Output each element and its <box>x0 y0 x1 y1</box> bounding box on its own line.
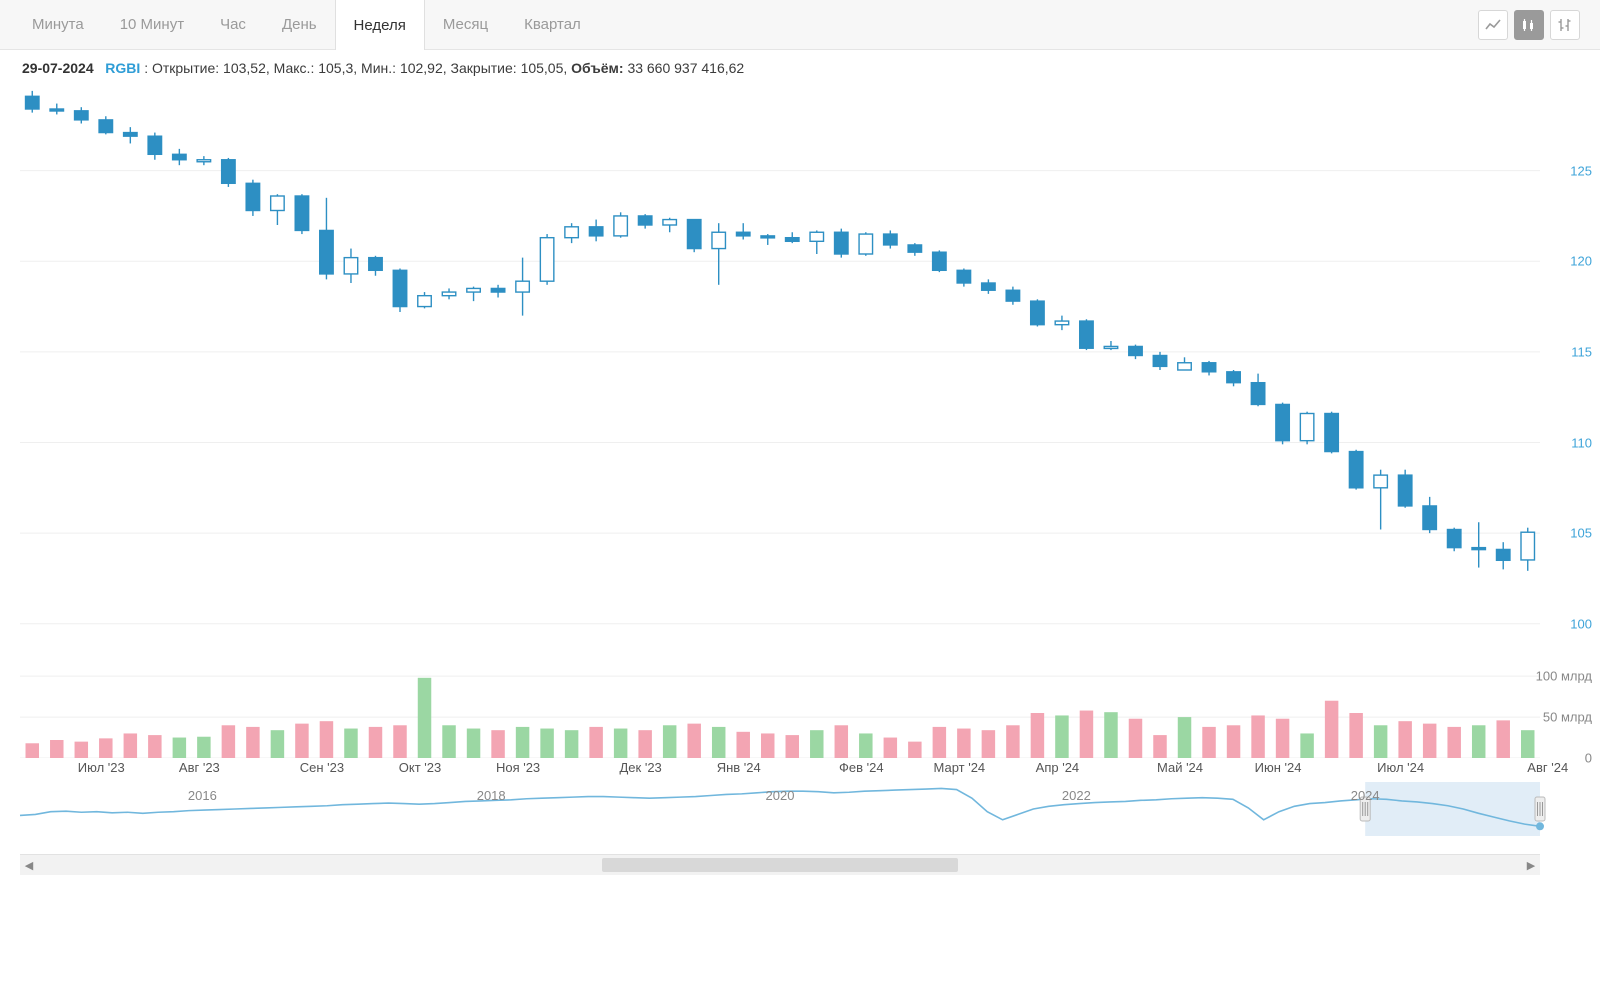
info-volume-label: Объём <box>571 60 619 76</box>
info-low-label: Мин. <box>361 60 392 76</box>
price-ytick-label: 115 <box>1571 344 1592 359</box>
chart-type-line-button[interactable] <box>1478 10 1508 40</box>
x-axis-label: Март '24 <box>934 760 986 775</box>
scroll-left-arrow-icon[interactable]: ◀ <box>20 856 38 874</box>
info-volume: 33 660 937 416,62 <box>627 60 744 76</box>
navigator-year-label: 2020 <box>766 788 795 803</box>
x-axis-label: Дек '23 <box>620 760 662 775</box>
x-axis-label: Окт '23 <box>399 760 441 775</box>
price-ytick-label: 125 <box>1570 163 1592 178</box>
ohlc-info-row: 29-07-2024 RGBI : Открытие: 103,52, Макс… <box>0 50 1600 80</box>
timeframe-tab[interactable]: Месяц <box>425 0 506 49</box>
scrollbar-track[interactable] <box>38 856 1522 874</box>
x-axis: Июл '23 Авг '23 Сен '23 Окт '23 Ноя '23 Дек '… <box>20 758 1600 782</box>
x-axis-label: Фев '24 <box>839 760 884 775</box>
timeframe-tab[interactable]: 10 Минут <box>102 0 202 49</box>
price-ytick-label: 110 <box>1571 435 1592 450</box>
horizontal-scrollbar[interactable]: ◀ ▶ <box>20 854 1540 875</box>
timeframe-tabs: Минута10 МинутЧасДеньНеделяМесяцКвартал <box>14 0 599 49</box>
x-axis-label: Июн '24 <box>1255 760 1302 775</box>
timeframe-tab[interactable]: Неделя <box>335 0 425 50</box>
x-axis-label: Июл '23 <box>78 760 125 775</box>
navigator-year-label: 2024 <box>1351 788 1380 803</box>
x-axis-label: Сен '23 <box>300 760 344 775</box>
scroll-right-arrow-icon[interactable]: ▶ <box>1522 856 1540 874</box>
x-axis-label: Апр '24 <box>1036 760 1080 775</box>
info-ticker[interactable]: RGBI <box>105 60 140 76</box>
price-ytick-label: 105 <box>1570 526 1592 541</box>
info-date: 29-07-2024 <box>22 60 94 76</box>
info-high: 105,3 <box>318 60 353 76</box>
info-close: 105,05 <box>521 60 564 76</box>
info-low: 102,92 <box>400 60 443 76</box>
chart-type-ohlc-button[interactable] <box>1550 10 1580 40</box>
volume-ytick-label: 50 млрд <box>1543 710 1592 725</box>
x-axis-label: Янв '24 <box>717 760 761 775</box>
navigator-year-label: 2016 <box>188 788 217 803</box>
info-open: 103,52 <box>223 60 266 76</box>
x-axis-label: Ноя '23 <box>496 760 540 775</box>
price-ytick-label: 120 <box>1570 254 1592 269</box>
x-axis-label: Авг '23 <box>179 760 220 775</box>
x-axis-label: Авг '24 <box>1527 760 1568 775</box>
timeframe-tab[interactable]: Час <box>202 0 264 49</box>
x-axis-label: Июл '24 <box>1377 760 1424 775</box>
timeframe-tab[interactable]: Минута <box>14 0 102 49</box>
timeframe-tab[interactable]: Квартал <box>506 0 599 49</box>
volume-chart-pane[interactable]: 050 млрд100 млрд <box>0 668 1600 758</box>
info-high-label: Макс. <box>274 60 311 76</box>
navigator-year-label: 2022 <box>1062 788 1091 803</box>
toolbar: Минута10 МинутЧасДеньНеделяМесяцКвартал <box>0 0 1600 50</box>
info-close-label: Закрытие <box>451 60 513 76</box>
timeframe-tab[interactable]: День <box>264 0 335 49</box>
price-ytick-label: 100 <box>1570 616 1592 631</box>
navigator-year-label: 2018 <box>477 788 506 803</box>
volume-ytick-label: 100 млрд <box>1536 669 1592 684</box>
chart-type-candles-button[interactable] <box>1514 10 1544 40</box>
x-axis-label: Май '24 <box>1157 760 1203 775</box>
navigator-pane[interactable]: 2016 2018 2020 2022 2024 <box>0 782 1600 854</box>
scrollbar-thumb[interactable] <box>602 858 958 872</box>
price-chart-pane[interactable]: 100 105 110 115 120 125 <box>0 80 1600 660</box>
chart-type-buttons <box>1478 0 1586 49</box>
info-open-label: Открытие <box>152 60 215 76</box>
